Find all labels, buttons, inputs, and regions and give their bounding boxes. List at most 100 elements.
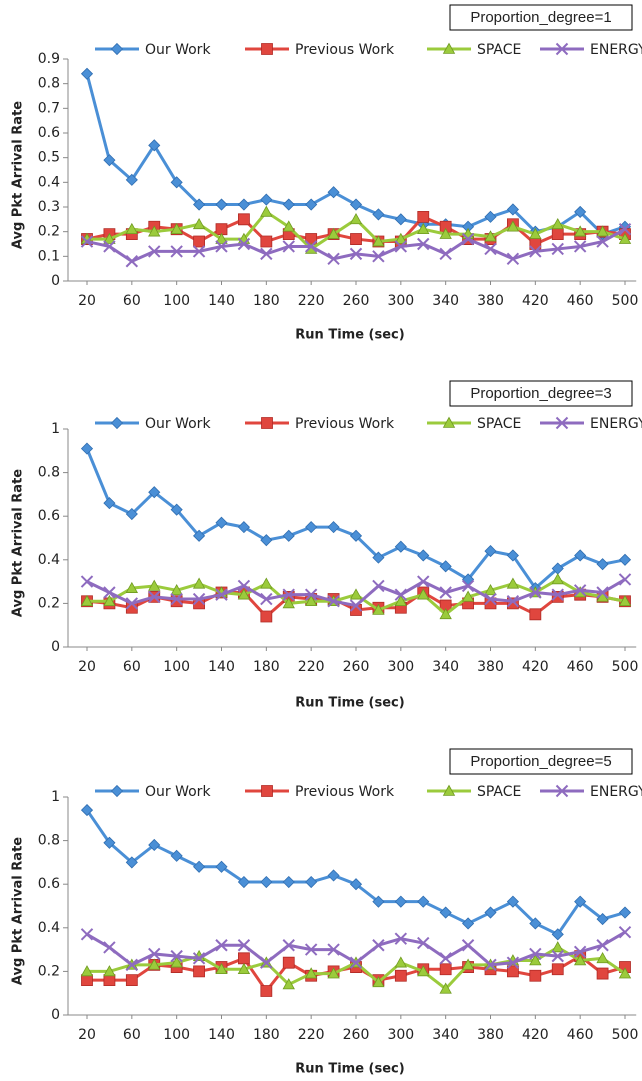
data-point (305, 521, 318, 534)
data-point (215, 962, 228, 975)
data-point (327, 595, 340, 608)
data-point (305, 875, 318, 889)
data-point (215, 588, 228, 601)
data-point (461, 590, 475, 602)
data-point (215, 860, 228, 873)
data-point (148, 579, 161, 591)
data-point (125, 173, 138, 186)
data-point (439, 220, 452, 233)
data-point (394, 232, 408, 244)
x-tick-label: 180 (253, 659, 280, 675)
data-point (439, 952, 452, 965)
data-point (461, 232, 475, 246)
data-point (327, 521, 340, 534)
data-point (282, 956, 295, 969)
data-point (462, 917, 475, 930)
data-point (80, 235, 94, 248)
data-point (417, 222, 430, 235)
data-point (192, 577, 206, 589)
data-point (394, 969, 407, 982)
data-point (372, 208, 385, 221)
x-tick-label: 380 (477, 1027, 504, 1043)
y-axis-title: Avg Pkt Arrival Rate (11, 837, 26, 985)
x-tick-label: 140 (208, 1027, 235, 1043)
x-tick-label: 380 (477, 293, 504, 309)
data-point (327, 967, 340, 979)
y-axis-title: Avg Pkt Arrival Rate (11, 101, 26, 249)
data-point (394, 540, 407, 553)
data-point (506, 577, 520, 589)
data-point (506, 252, 520, 266)
data-point (80, 965, 94, 977)
data-point (551, 941, 564, 953)
data-point (103, 974, 116, 987)
series-line (85, 809, 626, 937)
legend-label: Previous Work (295, 42, 395, 58)
data-point (282, 220, 295, 232)
chart-title: Proportion_degree=3 (470, 385, 611, 402)
data-point (215, 223, 228, 236)
x-tick-label: 260 (343, 659, 370, 675)
legend-marker (261, 785, 273, 797)
legend-marker (261, 417, 273, 429)
data-point (125, 507, 138, 521)
x-tick-label: 460 (567, 659, 594, 675)
data-point (618, 967, 632, 979)
y-tick-label: 0.7 (38, 100, 60, 116)
data-point (327, 186, 340, 199)
x-tick-label: 100 (163, 293, 190, 309)
data-point (349, 588, 363, 600)
y-tick-label: 0 (51, 273, 60, 289)
x-tick-label: 140 (208, 659, 235, 675)
data-point (260, 534, 273, 547)
data-point (215, 232, 228, 244)
data-point (506, 220, 520, 232)
x-tick-label: 300 (387, 659, 414, 675)
x-tick-label: 60 (123, 293, 141, 309)
x-tick-label: 340 (432, 1027, 459, 1043)
data-point (260, 956, 273, 969)
data-point (103, 240, 116, 253)
data-point (394, 240, 408, 253)
data-point (260, 610, 273, 623)
x-axis-title: Run Time (sec) (295, 696, 404, 711)
x-tick-label: 300 (387, 1027, 414, 1043)
data-point (596, 225, 609, 237)
data-point (596, 235, 609, 248)
x-tick-label: 460 (567, 293, 594, 309)
data-point (506, 549, 519, 562)
data-point (506, 895, 519, 908)
x-tick-label: 100 (163, 659, 190, 675)
data-point (596, 558, 609, 571)
legend-label: Previous Work (295, 784, 395, 800)
data-point (439, 906, 452, 919)
data-point (573, 945, 587, 958)
data-point (125, 222, 139, 235)
data-point (215, 939, 228, 952)
data-point (304, 240, 318, 253)
data-point (148, 245, 161, 258)
data-point (282, 978, 295, 990)
data-point (551, 217, 564, 230)
y-tick-label: 0.2 (38, 595, 60, 611)
y-tick-label: 1 (51, 789, 60, 805)
data-point (193, 529, 206, 542)
y-tick-label: 0.8 (38, 76, 60, 92)
legend-marker (442, 416, 456, 428)
data-point (170, 592, 183, 606)
data-point (484, 958, 497, 972)
data-point (170, 503, 183, 516)
data-point (80, 804, 94, 817)
data-point (573, 240, 587, 253)
data-point (529, 917, 542, 930)
data-point (349, 529, 363, 542)
data-point (596, 586, 609, 599)
data-point (103, 941, 116, 954)
x-tick-label: 420 (522, 293, 549, 309)
data-point (551, 588, 564, 601)
x-tick-label: 20 (78, 659, 96, 675)
x-tick-label: 500 (612, 1027, 639, 1043)
data-point (80, 594, 94, 607)
data-point (484, 545, 497, 558)
